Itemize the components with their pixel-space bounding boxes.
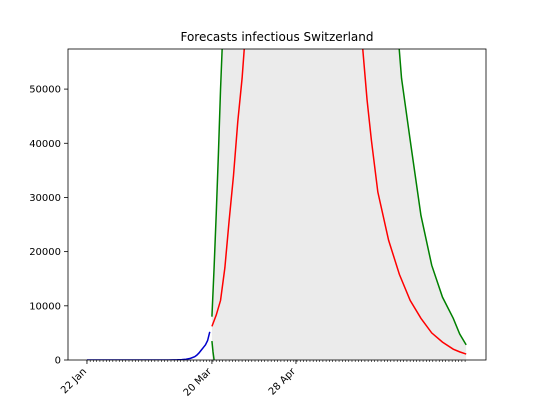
y-tick-label: 20000 — [29, 247, 61, 258]
chart-title: Forecasts infectious Switzerland — [180, 30, 373, 44]
plot-area — [86, 49, 467, 360]
confidence-band — [211, 49, 467, 360]
y-tick-label: 30000 — [29, 193, 61, 204]
x-tick-label: 20 Mar — [182, 366, 215, 399]
series-line — [211, 49, 467, 346]
series-line — [211, 49, 467, 355]
series-line — [86, 331, 211, 360]
y-tick-label: 40000 — [29, 139, 61, 150]
x-tick-label: 28 Apr — [267, 366, 299, 398]
axes-frame — [67, 48, 487, 361]
y-tick-label: 0 — [55, 356, 61, 367]
x-tick-label: 22 Jan — [59, 366, 89, 396]
y-tick-label: 50000 — [29, 85, 61, 96]
y-tick-label: 10000 — [29, 301, 61, 312]
series-line — [211, 340, 215, 360]
